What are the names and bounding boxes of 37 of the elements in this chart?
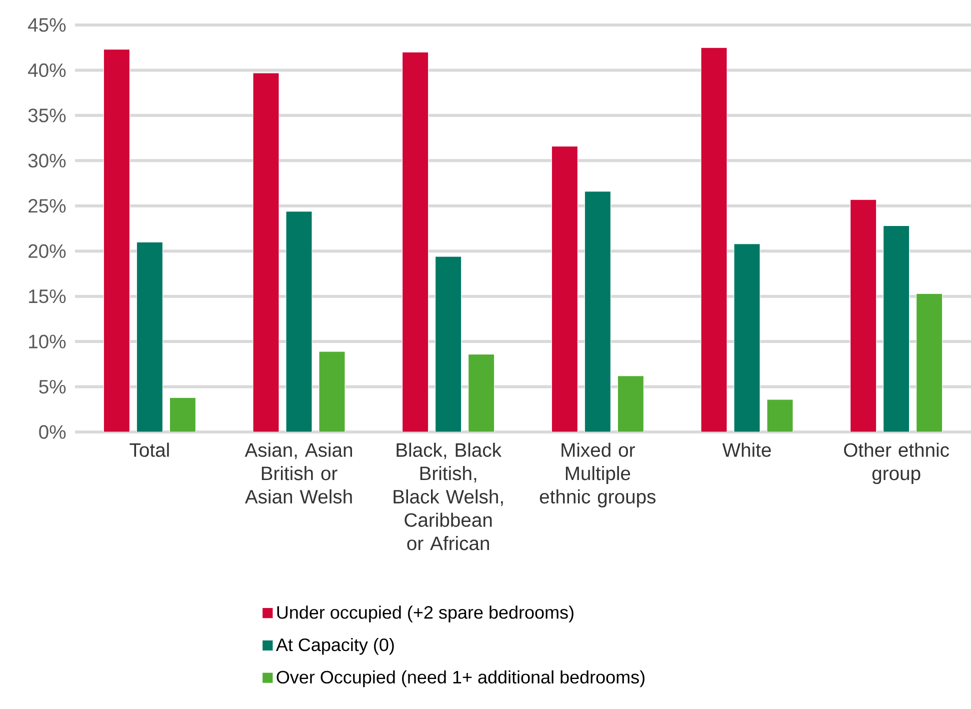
x-tick-label: Mixed or Multiple ethnic groups (540, 442, 656, 508)
bar (252, 72, 280, 432)
y-tick-label: 0% (39, 425, 66, 439)
bar (916, 293, 943, 432)
bar (435, 256, 462, 432)
x-tick-label: Black, Black British, Black Welsh, Caribbean or African (394, 442, 503, 550)
bar (766, 399, 794, 432)
y-tick-label: 30% (28, 154, 66, 168)
bar (402, 52, 429, 432)
y-tick-label: 20% (28, 244, 66, 258)
bar (286, 211, 312, 432)
legend-label: Under occupied (+2 spare bedrooms) (277, 606, 574, 622)
bar (103, 49, 130, 432)
legend-label: Over Occupied (need 1+ additional bedrooms) (276, 670, 644, 688)
x-tick-label: Asian, Asian British or Asian Welsh (244, 442, 352, 504)
legend-label: At Capacity (0) (276, 638, 394, 655)
bar (584, 191, 611, 432)
bar (617, 376, 644, 432)
y-tick-label: 25% (28, 199, 66, 213)
y-tick-label: 35% (28, 108, 66, 122)
y-tick-label: 10% (29, 334, 66, 348)
bar (318, 351, 346, 432)
bar (468, 354, 495, 432)
y-tick-label: 40% (28, 63, 66, 78)
y-tick-label: 5% (39, 380, 66, 394)
bar (883, 226, 910, 432)
x-tick-label: Total (130, 442, 169, 457)
bar (734, 244, 760, 432)
y-tick-label: 15% (29, 290, 66, 304)
bar (700, 47, 728, 432)
bar (850, 199, 877, 432)
bar (551, 146, 578, 432)
bar (169, 397, 196, 432)
x-tick-label: Other ethnic group (844, 442, 950, 484)
x-tick-label: White (722, 442, 771, 457)
y-tick-label: 45% (28, 18, 66, 32)
bar (136, 242, 163, 432)
